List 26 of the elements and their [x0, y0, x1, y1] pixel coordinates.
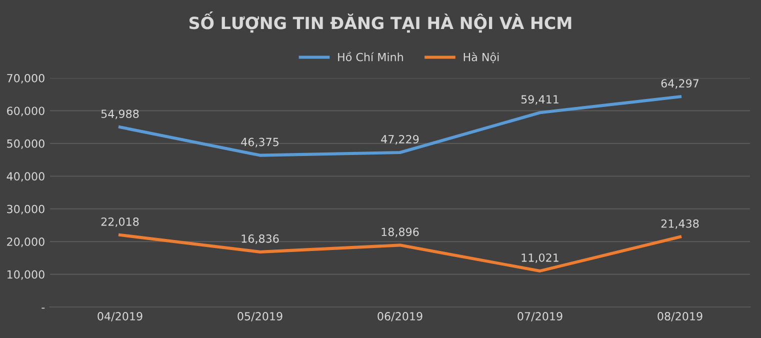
y-tick-label: 50,000	[7, 139, 44, 149]
data-label: 16,836	[242, 234, 279, 244]
data-label: 11,021	[522, 253, 558, 263]
chart-title: SỐ LƯỢNG TIN ĐĂNG TẠI HÀ NỘI VÀ HCM	[189, 11, 572, 33]
y-tick-label: 20,000	[7, 238, 44, 248]
data-label: 64,297	[661, 79, 698, 89]
y-tick-label: -	[42, 308, 45, 309]
x-tick-label: 06/2019	[378, 312, 422, 322]
data-label: 59,411	[521, 95, 558, 105]
data-label: 21,438	[661, 219, 699, 229]
x-tick-label: 08/2019	[658, 312, 702, 322]
legend-label: Hà Nội	[464, 52, 499, 64]
x-tick-label: 07/2019	[518, 312, 562, 322]
y-tick-label: 40,000	[6, 172, 44, 182]
y-tick-label: 30,000	[7, 204, 44, 214]
y-tick-label: 70,000	[7, 74, 44, 84]
x-tick-label: 04/2019	[98, 312, 142, 322]
data-label: 54,988	[101, 110, 139, 120]
data-label: 18,896	[382, 228, 419, 238]
data-label: 46,375	[241, 138, 278, 148]
y-tick-label: 60,000	[7, 106, 44, 116]
data-label: 22,018	[101, 217, 139, 228]
legend-label: Hồ Chí Minh	[338, 52, 403, 62]
data-label: 47,229	[381, 134, 419, 145]
y-tick-label: 10,000	[7, 270, 44, 280]
x-tick-label: 05/2019	[238, 312, 282, 322]
